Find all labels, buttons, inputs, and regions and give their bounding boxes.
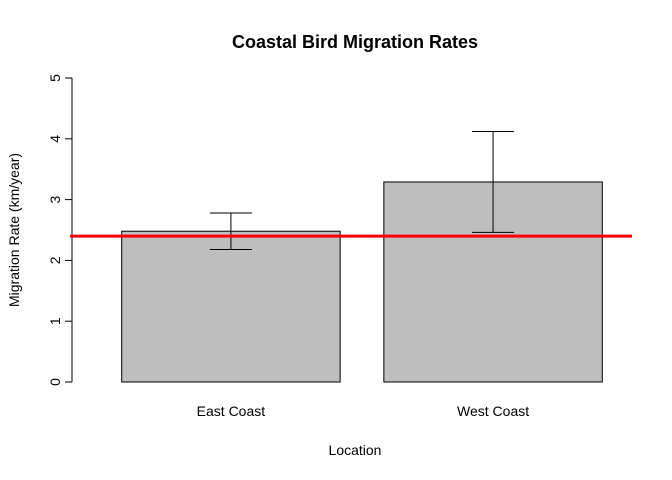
x-axis-label: Location [329,442,382,458]
x-tick-labels: East Coast West Coast [197,403,530,419]
y-tick-label: 1 [47,317,63,325]
y-axis: 0 1 2 3 4 5 [47,74,73,386]
x-tick-label: East Coast [197,403,266,419]
y-tick-label: 2 [47,256,63,264]
bars [121,181,603,383]
y-tick-label: 5 [47,74,63,82]
chart-title: Coastal Bird Migration Rates [232,32,478,52]
y-tick-label: 3 [47,195,63,203]
y-tick-label: 4 [47,135,63,143]
x-tick-label: West Coast [457,403,529,419]
y-tick-label: 0 [47,378,63,386]
y-axis-label: Migration Rate (km/year) [6,153,22,307]
bar [121,230,341,383]
error-bars [209,131,515,250]
